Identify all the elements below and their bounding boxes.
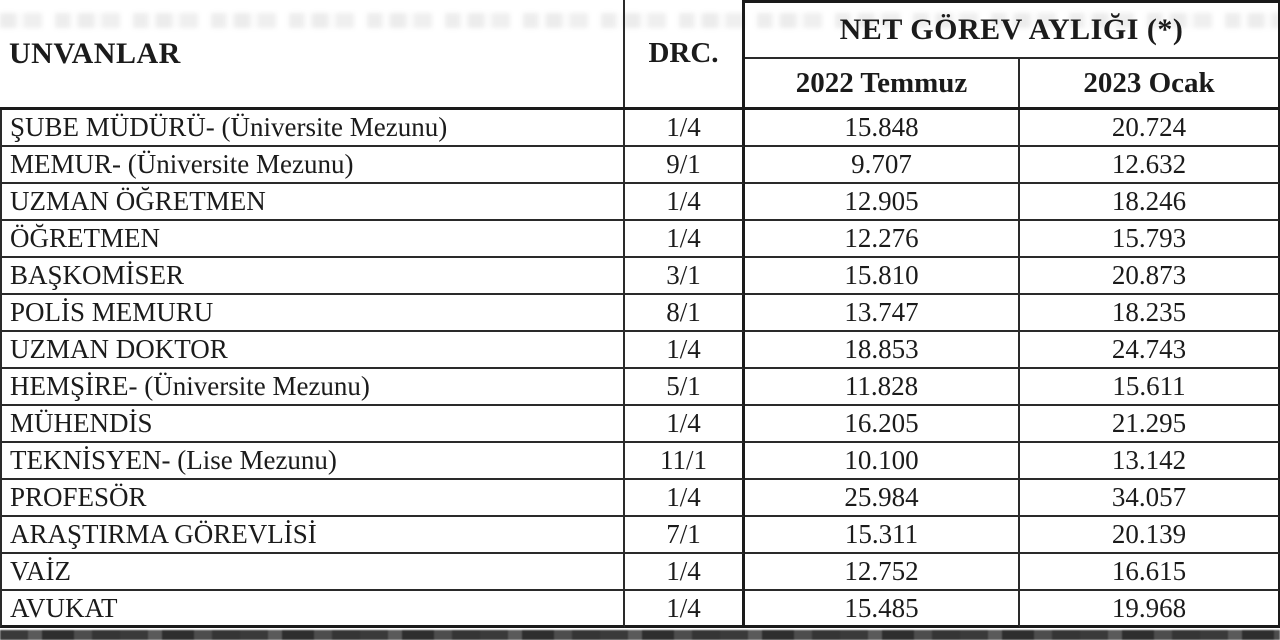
row-title-cell: ARAŞTIRMA GÖREVLİSİ — [0, 517, 625, 554]
row-jan2023-cell: 24.743 — [1020, 332, 1280, 369]
row-degree-cell: 1/4 — [625, 406, 745, 443]
row-jul2022-cell: 15.810 — [745, 258, 1020, 295]
row-jul2022-cell: 11.828 — [745, 369, 1020, 406]
row-degree-cell: 1/4 — [625, 480, 745, 517]
row-degree-cell: 1/4 — [625, 591, 745, 628]
table-row: PROFESÖR 1/4 25.984 34.057 — [0, 480, 1280, 517]
row-jan2023-cell: 20.139 — [1020, 517, 1280, 554]
row-degree-cell: 1/4 — [625, 110, 745, 147]
row-title-cell: ŞUBE MÜDÜRÜ- (Üniversite Mezunu) — [0, 110, 625, 147]
row-degree-cell: 1/4 — [625, 184, 745, 221]
column-header-period-2022-temmuz: 2022 Temmuz — [745, 59, 1020, 107]
row-degree-cell: 9/1 — [625, 147, 745, 184]
table-row: ÖĞRETMEN 1/4 12.276 15.793 — [0, 221, 1280, 258]
row-jul2022-cell: 18.853 — [745, 332, 1020, 369]
row-title-cell: TEKNİSYEN- (Lise Mezunu) — [0, 443, 625, 480]
row-jul2022-cell: 13.747 — [745, 295, 1020, 332]
table-row: AVUKAT 1/4 15.485 19.968 — [0, 591, 1280, 628]
row-jan2023-cell: 20.724 — [1020, 110, 1280, 147]
row-jul2022-cell: 16.205 — [745, 406, 1020, 443]
row-degree-cell: 1/4 — [625, 554, 745, 591]
row-jan2023-cell: 19.968 — [1020, 591, 1280, 628]
table-row: MEMUR- (Üniversite Mezunu) 9/1 9.707 12.… — [0, 147, 1280, 184]
row-title-cell: ÖĞRETMEN — [0, 221, 625, 258]
table-row: POLİS MEMURU 8/1 13.747 18.235 — [0, 295, 1280, 332]
table-row: MÜHENDİS 1/4 16.205 21.295 — [0, 406, 1280, 443]
row-degree-cell: 7/1 — [625, 517, 745, 554]
table-row: HEMŞİRE- (Üniversite Mezunu) 5/1 11.828 … — [0, 369, 1280, 406]
row-jan2023-cell: 15.611 — [1020, 369, 1280, 406]
row-degree-cell: 8/1 — [625, 295, 745, 332]
row-jul2022-cell: 12.276 — [745, 221, 1020, 258]
row-jul2022-cell: 9.707 — [745, 147, 1020, 184]
column-header-salary-group: NET GÖREV AYLIĞI (*) — [745, 0, 1280, 59]
row-degree-cell: 3/1 — [625, 258, 745, 295]
table-row: TEKNİSYEN- (Lise Mezunu) 11/1 10.100 13.… — [0, 443, 1280, 480]
table-header: UNVANLAR DRC. NET GÖREV AYLIĞI (*) 2022 … — [0, 0, 1280, 107]
table-row: ARAŞTIRMA GÖREVLİSİ 7/1 15.311 20.139 — [0, 517, 1280, 554]
row-jul2022-cell: 25.984 — [745, 480, 1020, 517]
table-row: VAİZ 1/4 12.752 16.615 — [0, 554, 1280, 591]
row-jan2023-cell: 18.246 — [1020, 184, 1280, 221]
row-title-cell: AVUKAT — [0, 591, 625, 628]
table-row: UZMAN DOKTOR 1/4 18.853 24.743 — [0, 332, 1280, 369]
row-title-cell: MÜHENDİS — [0, 406, 625, 443]
row-jan2023-cell: 13.142 — [1020, 443, 1280, 480]
row-title-cell: MEMUR- (Üniversite Mezunu) — [0, 147, 625, 184]
row-jan2023-cell: 34.057 — [1020, 480, 1280, 517]
row-jan2023-cell: 18.235 — [1020, 295, 1280, 332]
row-title-cell: HEMŞİRE- (Üniversite Mezunu) — [0, 369, 625, 406]
table-row: UZMAN ÖĞRETMEN 1/4 12.905 18.246 — [0, 184, 1280, 221]
column-header-titles: UNVANLAR — [0, 0, 625, 107]
row-jan2023-cell: 20.873 — [1020, 258, 1280, 295]
table-row: BAŞKOMİSER 3/1 15.810 20.873 — [0, 258, 1280, 295]
table-row: ŞUBE MÜDÜRÜ- (Üniversite Mezunu) 1/4 15.… — [0, 110, 1280, 147]
row-degree-cell: 5/1 — [625, 369, 745, 406]
row-jul2022-cell: 12.752 — [745, 554, 1020, 591]
row-jan2023-cell: 12.632 — [1020, 147, 1280, 184]
row-title-cell: UZMAN DOKTOR — [0, 332, 625, 369]
row-degree-cell: 1/4 — [625, 332, 745, 369]
row-degree-cell: 1/4 — [625, 221, 745, 258]
column-header-degree: DRC. — [625, 0, 745, 107]
row-title-cell: PROFESÖR — [0, 480, 625, 517]
blurred-watermark-strip — [0, 13, 1280, 28]
row-title-cell: UZMAN ÖĞRETMEN — [0, 184, 625, 221]
row-title-cell: POLİS MEMURU — [0, 295, 625, 332]
cutoff-next-row-strip — [0, 630, 1280, 640]
row-jul2022-cell: 15.848 — [745, 110, 1020, 147]
row-title-cell: VAİZ — [0, 554, 625, 591]
row-jul2022-cell: 15.485 — [745, 591, 1020, 628]
row-jul2022-cell: 12.905 — [745, 184, 1020, 221]
row-jan2023-cell: 15.793 — [1020, 221, 1280, 258]
row-degree-cell: 11/1 — [625, 443, 745, 480]
row-jul2022-cell: 10.100 — [745, 443, 1020, 480]
column-header-period-2023-ocak: 2023 Ocak — [1020, 59, 1280, 107]
row-jan2023-cell: 16.615 — [1020, 554, 1280, 591]
row-jan2023-cell: 21.295 — [1020, 406, 1280, 443]
table-body: ŞUBE MÜDÜRÜ- (Üniversite Mezunu) 1/4 15.… — [0, 107, 1280, 628]
row-title-cell: BAŞKOMİSER — [0, 258, 625, 295]
row-jul2022-cell: 15.311 — [745, 517, 1020, 554]
